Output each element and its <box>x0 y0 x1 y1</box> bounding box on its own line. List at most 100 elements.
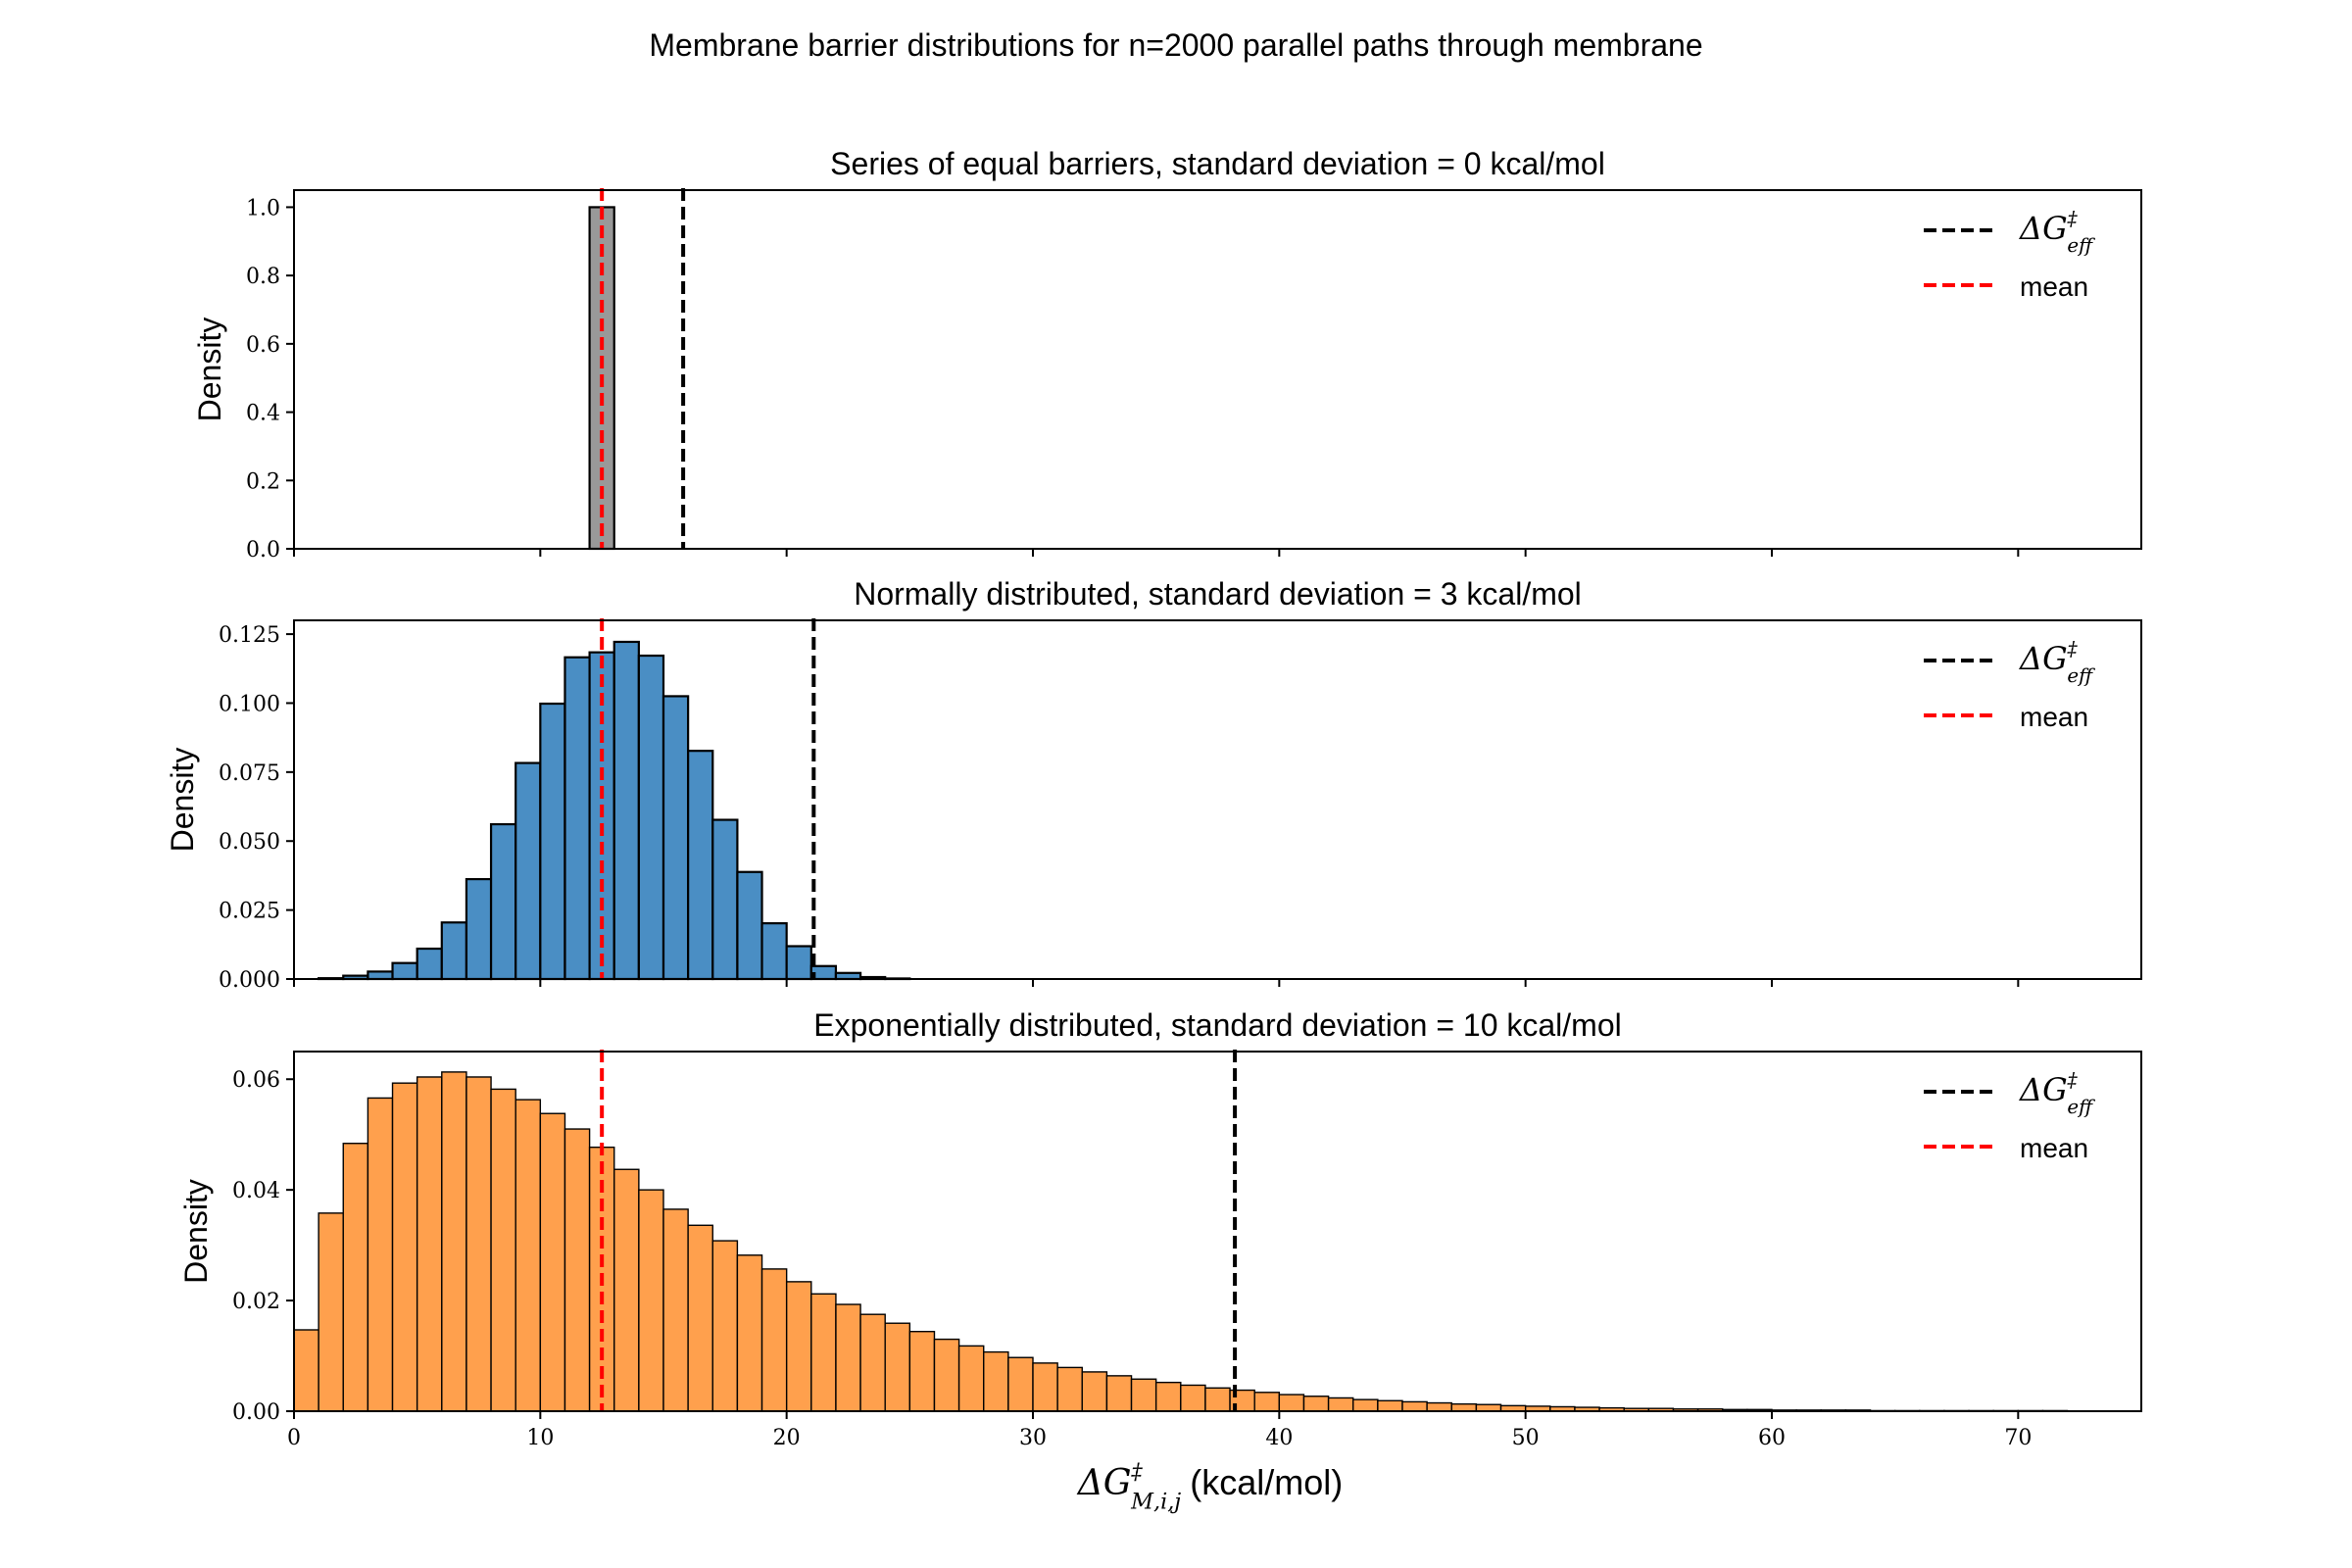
histogram-bar <box>293 1329 319 1412</box>
histogram-bar <box>1278 1394 1305 1412</box>
y-tick-label: 0.100 <box>219 692 280 716</box>
histogram-bar <box>1130 1378 1157 1412</box>
histogram-bar <box>1401 1400 1428 1412</box>
y-tick-label: 1.0 <box>246 196 280 220</box>
histogram-bar <box>662 1208 689 1412</box>
histogram-bar <box>933 1338 960 1412</box>
histogram-bar <box>957 1345 985 1412</box>
axes-frame <box>293 619 2142 980</box>
histogram-bar <box>785 1281 812 1412</box>
histogram-bar <box>489 822 517 981</box>
x-tick-label: 40 <box>1265 1426 1293 1450</box>
histogram-bar <box>1180 1384 1206 1412</box>
histogram-bar <box>1475 1403 1502 1412</box>
panel-3: Exponentially distributed, standard devi… <box>178 1007 2142 1450</box>
histogram-bars <box>293 1071 2069 1412</box>
panel-title: Normally distributed, standard deviation… <box>854 576 1582 612</box>
histogram-bar <box>416 947 443 981</box>
histogram-bar <box>1105 1375 1133 1412</box>
histogram-bar <box>1302 1396 1330 1412</box>
histogram-bar <box>711 1240 739 1412</box>
histogram-bar <box>736 870 763 981</box>
y-axis-label: Density <box>165 748 200 853</box>
x-axis-label-text: ΔG‡ M,i,j (kcal/mol) <box>1076 1459 1344 1515</box>
x-tick-label: 30 <box>1019 1426 1047 1450</box>
histogram-bar <box>539 1112 566 1412</box>
histogram-bar <box>1081 1371 1108 1412</box>
histogram-bar <box>416 1076 443 1412</box>
y-tick-label: 0.04 <box>232 1179 280 1203</box>
histogram-bar <box>466 1076 492 1412</box>
histogram-bar <box>859 1313 886 1412</box>
histogram-bar <box>539 702 566 981</box>
y-tick-label: 0.6 <box>246 333 280 358</box>
x-tick-label: 10 <box>526 1426 554 1450</box>
y-tick-label: 0.0 <box>246 538 280 563</box>
histogram-bar <box>1327 1396 1354 1412</box>
panel-1: Series of equal barriers, standard devia… <box>192 146 2142 563</box>
histogram-bar <box>638 1189 664 1412</box>
histogram-bar <box>687 750 714 981</box>
x-tick-label: 70 <box>2004 1426 2032 1450</box>
histogram-bar <box>1056 1366 1083 1412</box>
y-axis-label: Density <box>192 318 227 422</box>
histogram-bar <box>613 1168 640 1412</box>
histogram-bar <box>465 877 493 981</box>
legend-dg-eff-label: ΔG‡ eff <box>2018 638 2095 687</box>
histogram-bar <box>760 922 788 981</box>
legend: ΔG‡ eff mean <box>1924 208 2095 302</box>
histogram-bar <box>908 1330 936 1412</box>
histogram-bar <box>711 818 739 981</box>
x-tick-label: 60 <box>1758 1426 1786 1450</box>
histogram-bar <box>367 970 394 981</box>
y-tick-label: 0.02 <box>232 1290 280 1314</box>
y-tick-label: 0.4 <box>246 402 280 426</box>
legend: ΔG‡ eff mean <box>1924 1069 2095 1163</box>
histogram-bar <box>441 1071 467 1412</box>
histogram-bar <box>367 1097 394 1412</box>
legend-mean-label: mean <box>2020 1133 2088 1163</box>
histogram-bar <box>514 761 542 981</box>
legend: ΔG‡ eff mean <box>1924 638 2095 732</box>
legend-mean-label: mean <box>2020 702 2088 732</box>
panel-title: Exponentially distributed, standard devi… <box>813 1007 1621 1043</box>
y-tick-label: 0.8 <box>246 265 280 289</box>
histogram-bar <box>391 1082 418 1412</box>
histogram-bar <box>1032 1362 1058 1412</box>
x-axis-label: ΔG‡ M,i,j (kcal/mol) <box>1076 1459 1344 1515</box>
histogram-bar <box>490 1088 516 1412</box>
axes-frame <box>293 1051 2142 1412</box>
histogram-bar <box>637 654 665 981</box>
histogram-bar <box>1253 1392 1281 1412</box>
histogram-bar <box>1007 1356 1034 1412</box>
figure-title: Membrane barrier distributions for n=200… <box>649 27 1702 63</box>
histogram-bar <box>440 921 468 981</box>
y-tick-label: 0.050 <box>219 830 280 855</box>
histogram-bar <box>612 640 640 981</box>
histogram-bar <box>1450 1402 1478 1412</box>
y-tick-label: 0.2 <box>246 469 280 494</box>
panels: Series of equal barriers, standard devia… <box>165 146 2142 1450</box>
histogram-bar <box>810 1293 837 1412</box>
legend-dg-eff-label: ΔG‡ eff <box>2018 208 2095 257</box>
y-tick-label: 0.06 <box>232 1068 280 1093</box>
histogram-bar <box>983 1350 1009 1412</box>
histogram-bar <box>1426 1401 1452 1412</box>
histogram-bar <box>391 961 418 981</box>
histogram-bar <box>1377 1399 1403 1412</box>
histogram-bar <box>1204 1387 1231 1412</box>
legend-dg-eff-label: ΔG‡ eff <box>2018 1069 2095 1118</box>
x-tick-label: 0 <box>287 1426 301 1450</box>
histogram-bar <box>785 945 812 981</box>
x-tick-label: 20 <box>773 1426 801 1450</box>
histogram-bars <box>318 640 911 981</box>
histogram-bar <box>835 1303 861 1412</box>
x-tick-label: 50 <box>1512 1426 1540 1450</box>
histogram-bar <box>1352 1398 1379 1412</box>
panel-2: Normally distributed, standard deviation… <box>165 576 2142 993</box>
histogram-bar <box>662 695 690 981</box>
legend-mean-label: mean <box>2020 271 2088 302</box>
y-tick-label: 0.125 <box>219 623 280 648</box>
axes-frame <box>293 189 2142 550</box>
